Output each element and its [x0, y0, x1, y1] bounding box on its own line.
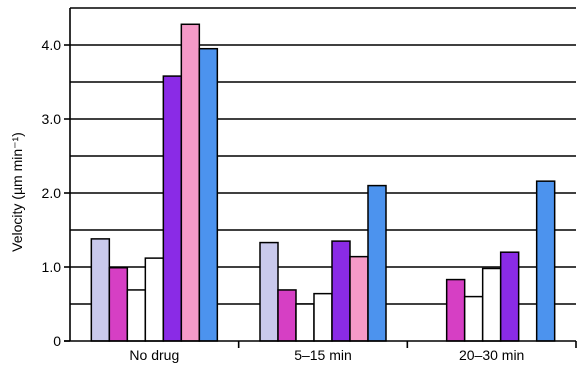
bar: [277, 289, 297, 342]
bars: [90, 23, 556, 342]
bar: [499, 251, 520, 342]
bar: [90, 238, 111, 342]
bar: [331, 240, 351, 342]
bar: [295, 303, 315, 342]
bar: [144, 257, 165, 342]
bar: [313, 292, 333, 342]
bar: [198, 47, 219, 342]
bar: [126, 289, 147, 342]
bar: [259, 241, 279, 342]
y-tick-labels: 0 1.0 2.0 3.0 4.0: [42, 37, 70, 349]
x-category-label: 20–30 min: [459, 347, 524, 363]
bar: [180, 23, 201, 342]
y-tick-label: 1.0: [42, 259, 62, 275]
bar: [108, 266, 129, 342]
bar: [481, 267, 502, 342]
x-category-labels: No drug 5–15 min 20–30 min: [129, 347, 524, 363]
y-axis-title: Velocity (µm min⁻¹): [9, 132, 25, 252]
bar: [367, 184, 387, 342]
bar: [463, 295, 484, 342]
y-tick-label: 2.0: [42, 185, 62, 201]
bar: [445, 278, 466, 342]
x-category-label: No drug: [129, 347, 179, 363]
bar: [162, 75, 183, 342]
y-tick-label: 0: [53, 333, 61, 349]
axes: [64, 8, 577, 348]
bar: [535, 180, 556, 342]
y-tick-label: 4.0: [42, 37, 62, 53]
y-tick-label: 3.0: [42, 111, 62, 127]
bar: [349, 255, 369, 342]
x-category-label: 5–15 min: [294, 347, 352, 363]
